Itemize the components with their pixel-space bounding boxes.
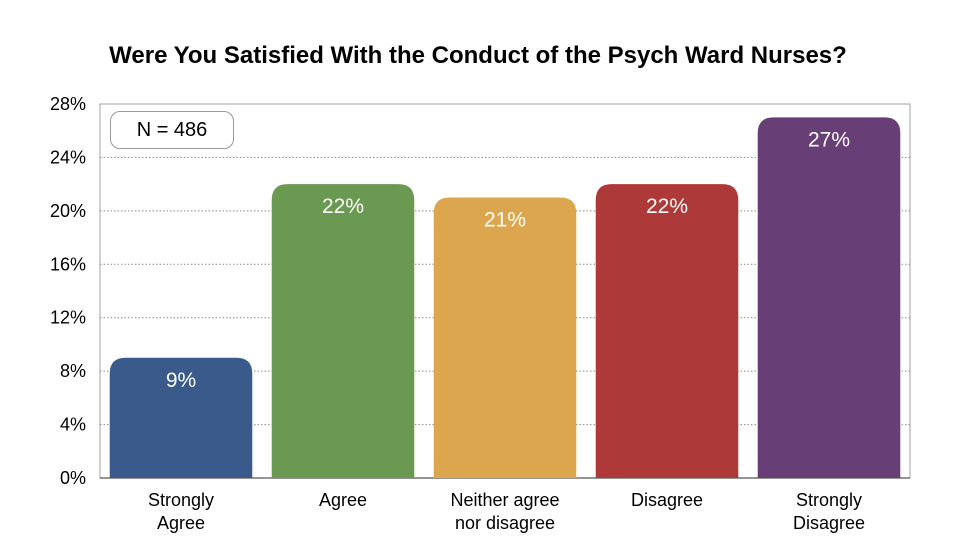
x-category-label: Strongly Disagree <box>793 490 865 533</box>
y-tick-label: 8% <box>60 361 86 381</box>
y-tick-label: 20% <box>50 201 86 221</box>
y-tick-label: 0% <box>60 468 86 488</box>
data-label: 22% <box>646 195 688 218</box>
sample-size-badge: N = 486 <box>110 111 234 149</box>
x-category-label: Agree <box>319 490 367 510</box>
chart-title: Were You Satisfied With the Conduct of t… <box>109 42 847 69</box>
bar <box>757 117 901 478</box>
data-label: 27% <box>808 128 850 151</box>
y-tick-label: 16% <box>50 254 86 274</box>
data-label: 21% <box>484 209 526 232</box>
x-category-label: Neither agree nor disagree <box>450 490 559 533</box>
bar <box>271 184 415 478</box>
y-tick-label: 12% <box>50 308 86 328</box>
y-tick-label: 28% <box>50 94 86 114</box>
bar <box>595 184 739 478</box>
x-category-label: Disagree <box>631 490 703 510</box>
y-tick-label: 4% <box>60 415 86 435</box>
data-label: 22% <box>322 195 364 218</box>
bar <box>109 357 253 478</box>
bar <box>433 197 577 478</box>
x-category-label: Strongly Agree <box>148 490 214 533</box>
y-tick-label: 24% <box>50 147 86 167</box>
data-label: 9% <box>166 369 196 392</box>
